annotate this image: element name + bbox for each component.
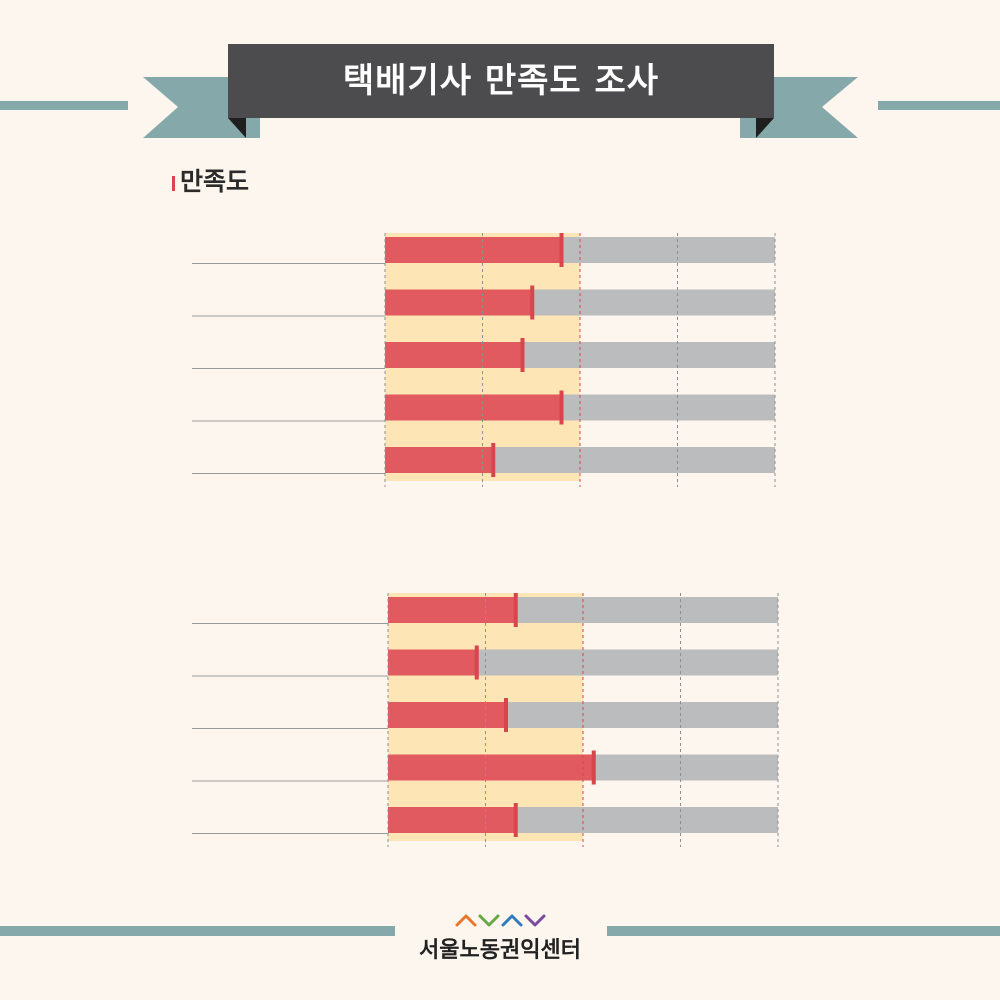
bar [385, 447, 493, 473]
footer-line-left [0, 926, 395, 936]
ribbon-line-left [0, 101, 128, 110]
bar [388, 807, 515, 833]
bar-end-marker [491, 443, 496, 477]
section-marker [172, 176, 175, 191]
bar-end-marker [559, 390, 564, 425]
chart-satisfaction-1 [192, 233, 776, 487]
chart-satisfaction-2 [192, 593, 779, 847]
bar-end-marker [513, 593, 518, 627]
bar-end-marker [559, 233, 564, 267]
section-title: 만족도 [180, 167, 250, 196]
bar-end-marker [520, 338, 525, 372]
bar-end-marker [474, 645, 479, 680]
bar-end-marker [530, 285, 535, 320]
bar [388, 597, 515, 623]
ribbon-line-right [878, 101, 1000, 110]
logo-chevron [501, 914, 523, 927]
bar [385, 342, 522, 368]
footer-line-right [607, 926, 1000, 936]
bar [388, 649, 476, 676]
bar [385, 394, 561, 421]
org-logo-icon [455, 914, 546, 927]
bar [388, 754, 593, 781]
ribbon-fold-left [228, 118, 246, 138]
title-banner [228, 44, 774, 118]
ribbon-fold-right [756, 118, 774, 138]
logo-chevron [524, 914, 546, 927]
logo-chevron [455, 914, 477, 927]
bar-end-marker [513, 803, 518, 837]
bar-end-marker [591, 750, 596, 785]
page-title: 택배기사 만족도 조사 [342, 61, 660, 101]
bar-end-marker [504, 698, 508, 732]
bar [385, 289, 532, 316]
bar [388, 702, 505, 728]
bar [385, 237, 561, 263]
org-name: 서울노동권익센터 [419, 938, 581, 963]
logo-chevron [478, 914, 500, 927]
